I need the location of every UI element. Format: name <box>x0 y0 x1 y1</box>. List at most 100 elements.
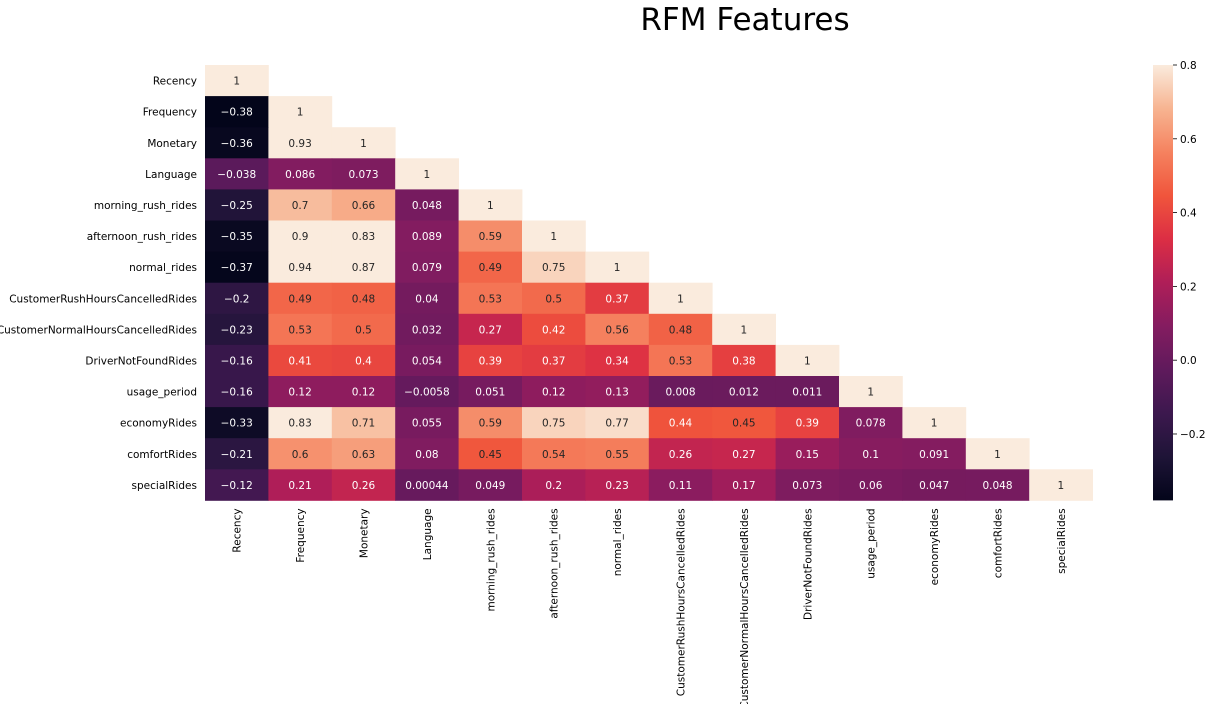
cell-value-label: −0.35 <box>221 231 253 243</box>
cell-value-label: 0.048 <box>982 480 1012 492</box>
cell-value-label: 0.87 <box>352 262 375 274</box>
cell-value-label: 0.45 <box>732 418 755 430</box>
heatmap-cell <box>522 469 586 501</box>
heatmap-cell <box>205 344 269 377</box>
heatmap-cell <box>205 469 269 501</box>
cell-value-label: 0.00044 <box>405 480 449 492</box>
cell-value-label: 0.5 <box>545 293 562 305</box>
heatmap-cell <box>395 158 459 190</box>
heatmap-cell <box>585 376 650 408</box>
cell-value-label: 0.073 <box>348 169 378 181</box>
cell-value-label: 0.1 <box>862 449 879 461</box>
cell-value-label: 0.37 <box>542 355 565 367</box>
cell-value-label: 0.53 <box>479 293 502 305</box>
cell-value-label: 0.04 <box>415 293 439 305</box>
colorbar-tick-label: 0.8 <box>1180 60 1197 72</box>
colorbar-ticks: 0.8 0.6 0.4 0.2 0.0 −0.2 <box>1173 60 1206 441</box>
cell-value-label: 0.38 <box>732 355 755 367</box>
heatmap-cell <box>331 438 396 470</box>
y-tick-label: DriverNotFoundRides <box>85 355 197 367</box>
heatmap-cell <box>268 282 333 315</box>
cell-value-label: 0.27 <box>732 449 755 461</box>
cell-value-label: 0.45 <box>479 449 502 461</box>
heatmap-cell <box>458 407 523 439</box>
cell-value-label: 0.055 <box>412 418 442 430</box>
heatmap-cell <box>205 282 269 315</box>
cell-value-label: 0.073 <box>792 480 822 492</box>
y-tick-labels: Recency Frequency Monetary Language morning_… <box>0 76 197 492</box>
cell-value-label: 0.9 <box>292 231 309 243</box>
y-tick-label: Monetary <box>147 138 197 150</box>
heatmap-cell <box>712 376 776 408</box>
cell-value-label: 0.26 <box>352 480 376 492</box>
cell-value-label: 1 <box>424 169 431 181</box>
cell-value-label: 0.66 <box>352 200 376 212</box>
heatmap-cell <box>775 344 840 377</box>
cell-value-label: 0.21 <box>288 480 311 492</box>
cell-value-label: 0.12 <box>542 387 565 399</box>
heatmap-cell <box>395 282 459 315</box>
cell-value-label: 1 <box>297 107 304 119</box>
heatmap-cell <box>395 438 459 470</box>
x-tick-label: Recency <box>232 508 244 552</box>
heatmap-cell <box>585 251 650 284</box>
cell-value-label: 1 <box>614 262 621 274</box>
cell-value-label: 0.94 <box>288 262 312 274</box>
cell-value-label: −0.25 <box>221 200 253 212</box>
heatmap-cell <box>712 344 776 377</box>
cell-value-label: 0.55 <box>605 449 628 461</box>
heatmap-cell <box>965 469 1030 501</box>
cell-value-label: 0.08 <box>415 449 438 461</box>
y-tick-label: Recency <box>153 76 197 88</box>
cell-value-label: 1 <box>994 449 1001 461</box>
y-tick-label: morning_rush_rides <box>94 200 197 212</box>
cell-value-label: 0.27 <box>479 324 502 336</box>
heatmap-cell <box>205 127 269 159</box>
cell-value-label: 0.71 <box>352 418 375 430</box>
heatmap-cell <box>331 251 396 284</box>
heatmap-cell <box>268 313 333 346</box>
heatmap-cell <box>395 407 459 439</box>
cell-value-label: −0.36 <box>221 138 253 150</box>
heatmap-cell <box>395 376 459 408</box>
heatmap-cell <box>775 438 840 470</box>
colorbar-tick-label: −0.2 <box>1180 429 1206 441</box>
cell-value-label: 0.75 <box>542 262 565 274</box>
y-tick-label: Language <box>145 169 197 181</box>
heatmap-cell <box>458 469 523 501</box>
cell-value-label: 0.44 <box>669 418 693 430</box>
cell-value-label: −0.37 <box>221 262 253 274</box>
cell-value-label: 0.6 <box>292 449 309 461</box>
x-tick-label: morning_rush_rides <box>485 508 497 611</box>
cell-value-label: 0.008 <box>665 387 695 399</box>
cell-value-label: −0.38 <box>221 107 253 119</box>
cell-value-label: −0.12 <box>221 480 253 492</box>
heatmap-cell <box>585 469 650 501</box>
heatmap-cell <box>902 407 967 439</box>
heatmap-cell <box>268 251 333 284</box>
heatmap-cell <box>268 158 333 190</box>
cell-value-label: 1 <box>677 293 684 305</box>
cell-value-label: 0.53 <box>669 355 692 367</box>
heatmap-cell <box>522 407 586 439</box>
heatmap-cell <box>648 344 713 377</box>
cell-value-label: 0.83 <box>288 418 311 430</box>
cell-value-label: 0.93 <box>288 138 311 150</box>
colorbar-tick-label: 0.6 <box>1180 134 1197 146</box>
cell-value-label: 0.75 <box>542 418 565 430</box>
heatmap-cell <box>205 407 269 439</box>
heatmap-cell <box>268 220 333 252</box>
heatmap-cell <box>902 438 967 470</box>
cell-value-label: 0.34 <box>605 355 629 367</box>
heatmap-cell <box>712 469 776 501</box>
heatmap-cell <box>395 220 459 252</box>
cell-value-label: 0.086 <box>285 169 315 181</box>
x-tick-label: Monetary <box>359 508 371 558</box>
y-tick-label: afternoon_rush_rides <box>87 231 197 243</box>
heatmap-cell <box>585 313 650 346</box>
heatmap-cell <box>395 313 459 346</box>
heatmap-cell <box>331 469 396 501</box>
heatmap-cell <box>965 438 1030 470</box>
heatmap-cell <box>205 65 269 97</box>
colorbar-tick-label: 0.4 <box>1180 208 1197 220</box>
